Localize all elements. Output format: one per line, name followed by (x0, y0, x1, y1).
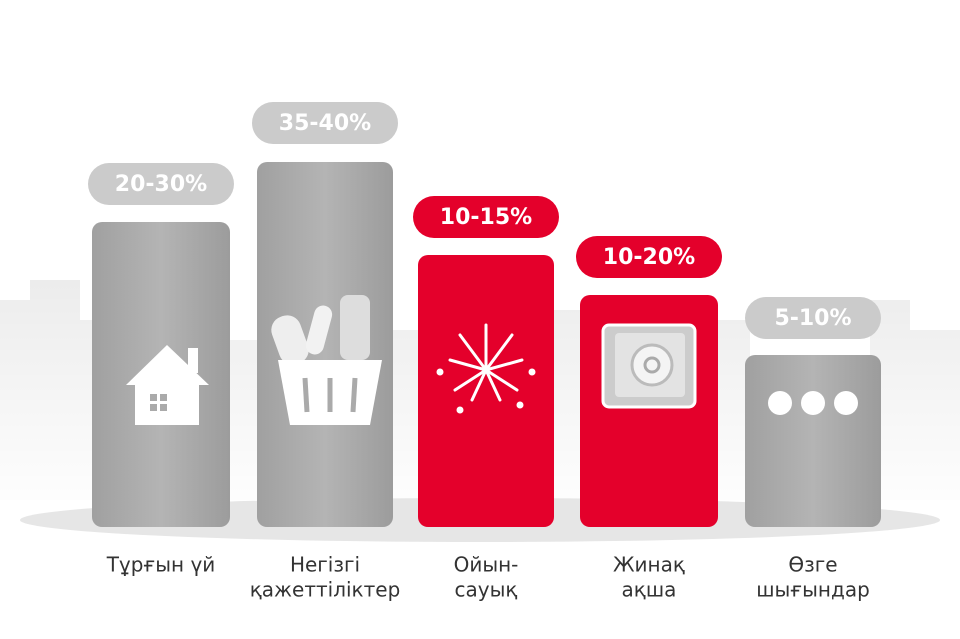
share-pill (252, 102, 398, 144)
share-label: 10-15% (440, 205, 532, 230)
share-pill (576, 236, 722, 278)
basket-icon (271, 295, 382, 425)
share-label: 10-20% (603, 245, 695, 270)
share-label: 5-10% (774, 306, 851, 331)
share-pill (88, 163, 234, 205)
category-label: Жинақ (613, 553, 685, 577)
category-label: шығындар (756, 578, 870, 602)
bar (257, 162, 393, 527)
category-label: қажеттіліктер (250, 578, 401, 602)
safe-icon (601, 323, 697, 409)
dots-icon (768, 391, 858, 415)
share-label: 35-40% (279, 111, 371, 136)
category-label: Негізгі (290, 553, 360, 577)
share-label: 20-30% (115, 172, 207, 197)
category-label: ақша (622, 578, 677, 602)
category-label: Тұрғын үй (106, 553, 216, 577)
bar (745, 355, 881, 527)
fireworks-icon (436, 323, 536, 414)
category-label: Өзге (788, 553, 837, 577)
category-label: Ойын- (454, 553, 519, 577)
bar (418, 255, 554, 527)
house-icon (126, 345, 209, 425)
share-pill (413, 196, 559, 238)
share-pill (745, 297, 881, 339)
category-label: сауық (455, 578, 518, 602)
